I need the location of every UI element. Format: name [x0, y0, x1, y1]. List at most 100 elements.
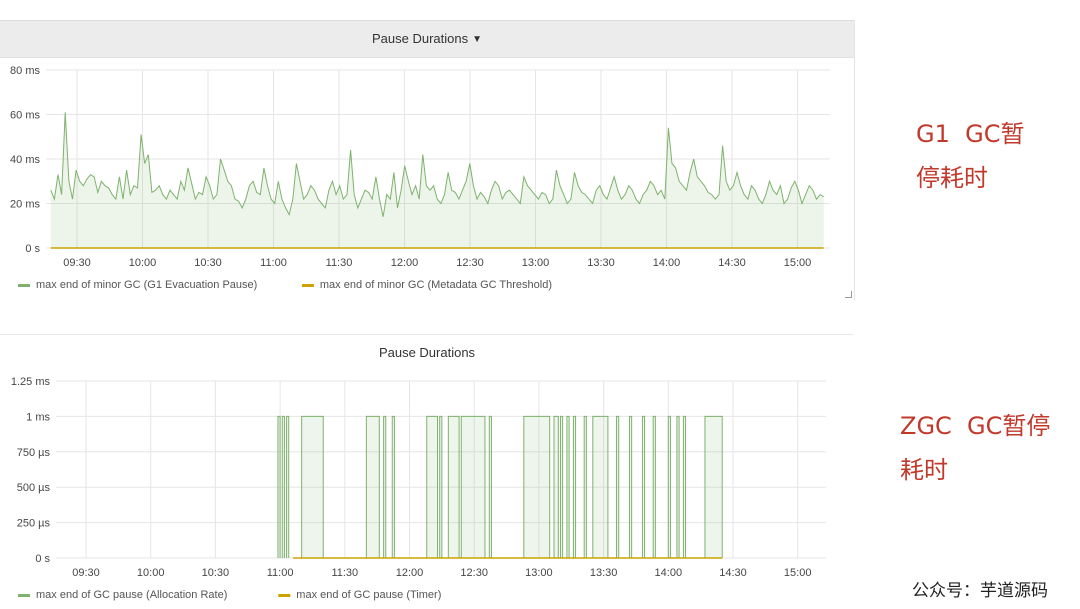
series-pulse-allocation-rate: [365, 415, 380, 558]
series-area-allocation-rate: [282, 416, 285, 558]
series-pulse-allocation-rate: [682, 415, 687, 558]
y-tick-label: 40 ms: [10, 154, 40, 166]
series-pulse-allocation-rate: [277, 415, 281, 558]
y-tick-label: 20 ms: [10, 199, 40, 211]
watermark: 公众号：芋道源码: [912, 581, 1048, 601]
series-area-allocation-rate: [642, 416, 645, 558]
g1-pause-durations-panel: Pause Durations ▼ 80 ms 60 ms 40 ms 20 ms 0 s…: [0, 20, 855, 300]
series-area-allocation-rate: [584, 416, 587, 558]
series-pulse-allocation-rate: [641, 415, 646, 558]
x-tick-label: 13:30: [587, 257, 615, 269]
series-pulse-allocation-rate: [566, 415, 570, 558]
series-area-allocation-rate: [676, 416, 680, 558]
series-pulse-allocation-rate: [447, 415, 460, 558]
x-tick-label: 14:30: [719, 567, 747, 579]
x-tick-label: 12:00: [396, 567, 424, 579]
legend-swatch: [301, 284, 314, 287]
series-area-allocation-rate: [277, 416, 281, 558]
panel-header[interactable]: Pause Durations: [0, 335, 854, 371]
series-pulse-allocation-rate: [652, 415, 656, 558]
panel-title[interactable]: Pause Durations: [378, 345, 476, 360]
series-area-allocation-rate: [383, 416, 386, 558]
y-tick-label: 80 ms: [10, 65, 40, 77]
series-area-allocation-rate: [560, 416, 563, 558]
legend-swatch: [278, 594, 291, 597]
series-pulse-allocation-rate: [583, 415, 587, 558]
series-area-allocation-rate: [566, 416, 570, 558]
g1-chart: 80 ms 60 ms 40 ms 20 ms 0 s 09:30 10:00 10:30 11…: [0, 56, 854, 296]
y-tick-label: 1.25 ms: [11, 376, 51, 388]
x-tick-label: 10:30: [202, 567, 230, 579]
series-pulse-allocation-rate: [628, 415, 633, 558]
series-area-allocation-rate: [439, 416, 442, 558]
legend-label: max end of minor GC (Metadata GC Thresho…: [320, 279, 552, 291]
series-pulse-allocation-rate: [523, 415, 551, 558]
y-tick-label: 250 µs: [17, 518, 51, 530]
series-area-g1-evacuation: [50, 112, 824, 248]
series-pulse-allocation-rate: [286, 415, 290, 558]
series-pulse-allocation-rate: [553, 415, 559, 558]
series-area-allocation-rate: [523, 416, 550, 558]
y-tick-label: 1 ms: [26, 411, 50, 423]
x-tick-label: 15:00: [784, 567, 812, 579]
y-tick-label: 0 s: [25, 243, 40, 255]
x-tick-label: 11:00: [267, 567, 294, 579]
series-area-allocation-rate: [592, 416, 608, 558]
series-area-allocation-rate: [286, 416, 289, 558]
y-tick-label: 500 µs: [17, 482, 51, 494]
series-area-allocation-rate: [629, 416, 632, 558]
x-tick-label: 14:00: [655, 567, 683, 579]
series-area-allocation-rate: [616, 416, 619, 558]
chevron-down-icon[interactable]: ▼: [472, 34, 483, 45]
series-area-allocation-rate: [392, 416, 395, 558]
x-tick-label: 10:30: [194, 257, 222, 269]
x-tick-label: 13:30: [590, 567, 618, 579]
x-tick-label: 15:00: [784, 257, 812, 269]
zgc-chart-svg: 1.25 ms 1 ms 750 µs 500 µs 250 µs 0 s 09:30 10:…: [11, 376, 826, 601]
x-tick-label: 12:00: [391, 257, 419, 269]
x-tick-label: 14:30: [718, 257, 746, 269]
panel-title[interactable]: Pause Durations: [371, 31, 469, 46]
series-pulse-allocation-rate: [704, 415, 723, 558]
legend-label: max end of GC pause (Timer): [296, 589, 441, 601]
series-area-allocation-rate: [366, 416, 380, 558]
series-area-allocation-rate: [301, 416, 324, 558]
series-area-allocation-rate: [553, 416, 559, 558]
x-tick-label: 14:00: [653, 257, 681, 269]
g1-annotation: G1 GC暂 停耗时: [916, 120, 1025, 192]
series-pulse-allocation-rate: [592, 415, 609, 558]
series-pulse-allocation-rate: [488, 415, 492, 558]
x-tick-label: 10:00: [129, 257, 157, 269]
x-tick-label: 11:30: [331, 567, 358, 579]
zgc-annotation: ZGC GC暂停 耗时: [900, 412, 1051, 484]
resize-handle-icon[interactable]: [845, 291, 852, 298]
zgc-pause-durations-panel: Pause Durations 1.25 ms 1 ms 750 µs 500 µs 2…: [0, 334, 854, 609]
x-tick-label: 11:30: [326, 257, 353, 269]
series-pulse-allocation-rate: [460, 415, 486, 558]
y-tick-label: 750 µs: [17, 447, 51, 459]
series-area-allocation-rate: [683, 416, 686, 558]
legend-swatch: [18, 594, 30, 597]
x-tick-label: 13:00: [525, 567, 553, 579]
series-pulse-allocation-rate: [616, 415, 620, 558]
series-area-allocation-rate: [489, 416, 492, 558]
x-tick-label: 12:30: [456, 257, 484, 269]
x-tick-label: 11:00: [260, 257, 287, 269]
x-tick-label: 13:00: [522, 257, 550, 269]
series-pulse-allocation-rate: [301, 415, 324, 558]
series-area-allocation-rate: [704, 416, 723, 558]
panel-header[interactable]: Pause Durations ▼: [0, 20, 854, 58]
x-tick-label: 12:30: [460, 567, 488, 579]
series-area-allocation-rate: [426, 416, 438, 558]
series-area-allocation-rate: [461, 416, 485, 558]
y-tick-label: 0 s: [35, 553, 50, 565]
series-pulse-allocation-rate: [383, 415, 387, 558]
series-area-allocation-rate: [448, 416, 460, 558]
series-area-allocation-rate: [573, 416, 576, 558]
series-pulse-allocation-rate: [667, 415, 671, 558]
g1-chart-svg: 80 ms 60 ms 40 ms 20 ms 0 s 09:30 10:00 10:30 11…: [10, 65, 830, 291]
x-tick-label: 09:30: [63, 257, 91, 269]
x-tick-label: 10:00: [137, 567, 165, 579]
series-pulse-allocation-rate: [676, 415, 680, 558]
series-pulse-allocation-rate: [572, 415, 577, 558]
